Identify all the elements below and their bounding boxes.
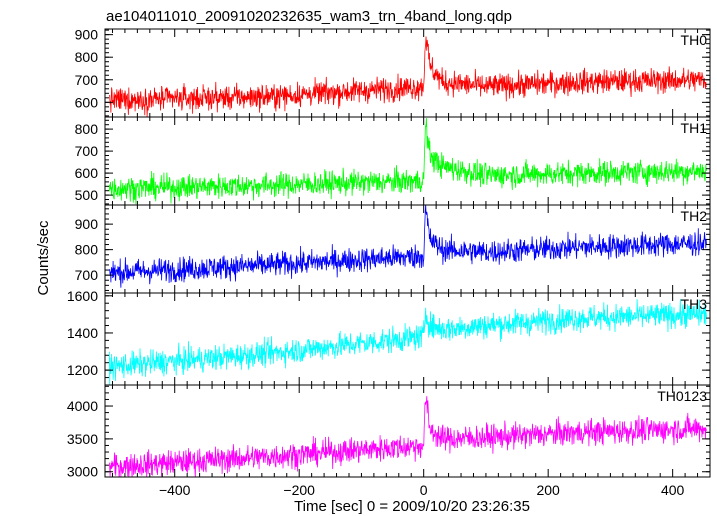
chart-title: ae104011010_20091020232635_wam3_trn_4ban… [106,8,512,25]
y-tick-label: 800 [75,49,99,65]
y-tick-label: 800 [75,242,99,258]
panels-group: 600 700 800 900 TH0 500 600 700 800 TH1 700 800 900 T… [67,27,711,480]
x-tick-label: −400 [159,482,191,498]
y-tick-label: 600 [75,165,99,181]
series-th3-line [109,298,707,385]
y-tick-label: 3500 [67,431,98,447]
x-axis-ticks: −400 −200 0 200 400 [159,482,685,498]
panel-th1: 500 600 700 800 TH1 [75,116,711,206]
y-tick-label: 700 [75,143,99,159]
panel-label-th0: TH0 [681,32,708,48]
y-tick-label: 900 [75,216,99,232]
x-axis-label: Time [sec] 0 = 2009/10/20 23:26:35 [294,498,530,515]
panel-label-th0123: TH0123 [657,388,707,404]
y-tick-label: 800 [75,121,99,137]
panel-label-th1: TH1 [681,120,708,136]
x-tick-label: 0 [420,482,428,498]
y-tick-label: 600 [75,94,99,110]
series-th1-line [109,117,707,205]
y-tick-label: 1600 [67,288,98,304]
panel-th3: 1200 1400 1600 TH3 [67,288,711,386]
y-axis-label: Counts/sec [35,220,52,296]
panel-th0123: 3000 3500 4000 TH0123 [67,384,711,480]
panel-frame [104,116,711,206]
y-tick-label: 3000 [67,464,98,480]
x-tick-label: −200 [283,482,315,498]
panel-label-th3: TH3 [681,296,708,312]
panel-th2: 700 800 900 TH2 [75,204,711,294]
y-tick-label: 1200 [67,362,98,378]
panel-frame [104,384,711,478]
x-tick-label: 200 [536,482,560,498]
y-tick-label: 700 [75,267,99,283]
panel-label-th2: TH2 [681,208,708,224]
y-tick-label: 900 [75,27,99,43]
y-tick-label: 1400 [67,325,98,341]
series-th0123-line [109,396,707,477]
x-tick-label: 400 [661,482,685,498]
y-tick-label: 4000 [67,398,98,414]
series-th2-line [109,205,707,288]
y-tick-label: 500 [75,187,99,203]
panel-th0: 600 700 800 900 TH0 [75,27,711,118]
series-th0-line [109,36,707,117]
y-tick-label: 700 [75,72,99,88]
